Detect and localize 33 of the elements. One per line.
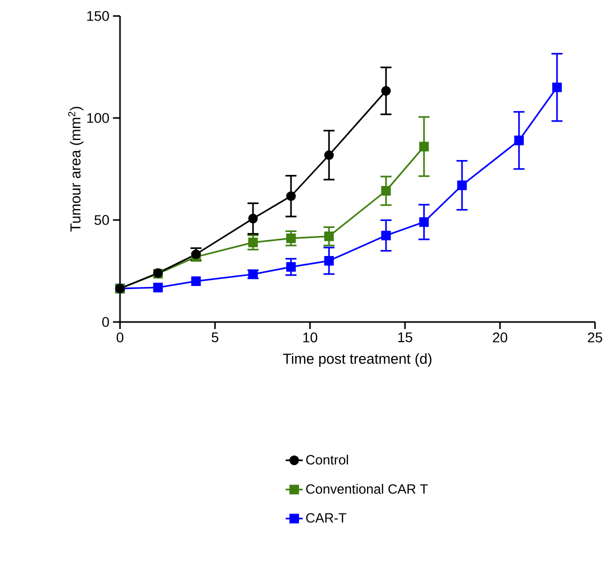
point: [324, 150, 334, 160]
x-tick-label: 0: [116, 332, 124, 342]
x-tick-label: 5: [212, 332, 218, 342]
y-axis-title: Tumour area (mm$^{2}$): [68, 106, 84, 232]
x-tick-label: 20: [492, 332, 508, 342]
x-tick-label: 10: [303, 332, 318, 342]
y-tick-label: 0: [102, 317, 109, 327]
legend-label: Control: [306, 454, 348, 465]
y-tick-label: 50: [94, 215, 109, 225]
x-tick-label: 25: [588, 332, 602, 342]
point: [419, 217, 429, 227]
legend-label: Conventional CAR T: [306, 484, 428, 494]
point: [381, 86, 391, 96]
point: [324, 256, 334, 266]
y-tick-label: 100: [87, 113, 109, 123]
x-tick-label: 15: [398, 332, 412, 342]
point: [381, 186, 391, 196]
point: [248, 214, 258, 224]
point: [286, 191, 296, 201]
point: [153, 282, 163, 292]
point: [552, 82, 562, 92]
legend-label: CAR-T: [306, 513, 346, 523]
x-axis-title: Time post treatment (d): [283, 353, 432, 367]
point: [324, 232, 334, 242]
point: [286, 262, 296, 272]
point: [381, 230, 391, 240]
y-tick-label: 150: [87, 11, 109, 21]
point: [419, 142, 429, 152]
point: [457, 180, 467, 190]
point: [248, 238, 258, 248]
point: [191, 276, 201, 286]
point: [514, 136, 524, 146]
point: [286, 234, 296, 244]
